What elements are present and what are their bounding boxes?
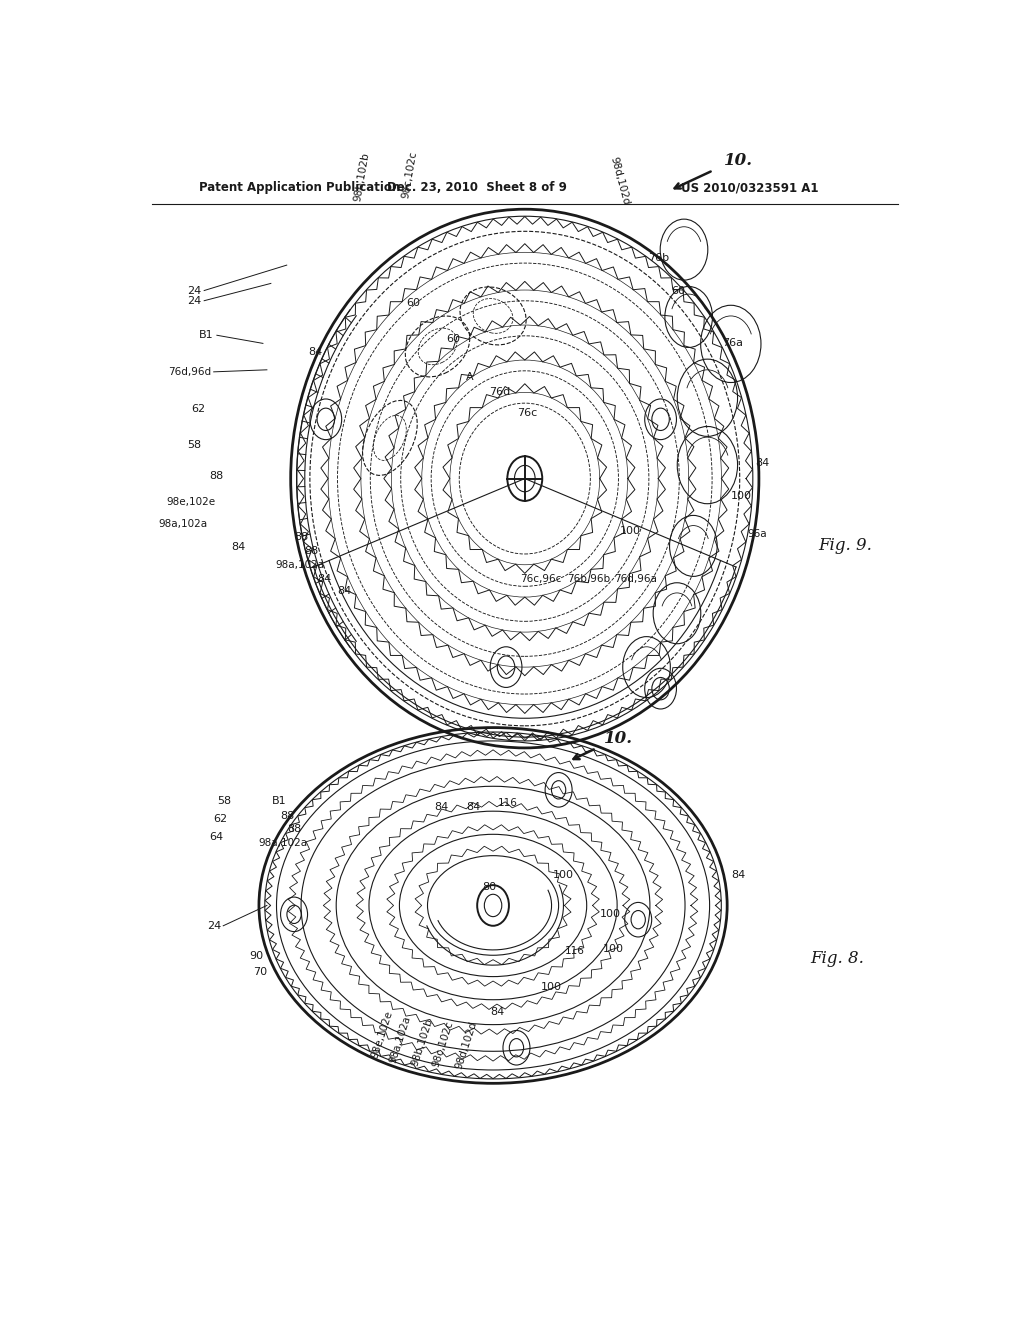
Text: 98a,102a: 98a,102a (388, 1014, 413, 1064)
Text: 80: 80 (482, 882, 497, 892)
Text: 84: 84 (466, 801, 480, 812)
Text: 116: 116 (498, 797, 517, 808)
Text: 62: 62 (213, 814, 227, 824)
Text: 100: 100 (603, 944, 625, 954)
Text: 76d,96d: 76d,96d (168, 367, 211, 376)
Text: 84: 84 (489, 1007, 504, 1018)
Text: 60: 60 (446, 334, 461, 345)
Text: 70: 70 (253, 966, 267, 977)
Text: 24: 24 (186, 285, 201, 296)
Text: 10.: 10. (724, 152, 753, 169)
Text: 88: 88 (295, 532, 309, 541)
Text: 90: 90 (249, 952, 263, 961)
Text: 88: 88 (281, 810, 295, 821)
Text: 84: 84 (231, 541, 246, 552)
Text: 100: 100 (541, 982, 562, 991)
Text: 24: 24 (186, 296, 201, 306)
Text: 100: 100 (620, 527, 641, 536)
Text: 60: 60 (407, 298, 421, 308)
Text: 100: 100 (731, 491, 753, 500)
Text: US 2010/0323591 A1: US 2010/0323591 A1 (681, 181, 818, 194)
Text: 98b,102b: 98b,102b (353, 152, 372, 202)
Text: 84: 84 (731, 870, 745, 880)
Text: 84: 84 (338, 586, 352, 597)
Text: 76a: 76a (722, 338, 742, 348)
Text: 98c,102c: 98c,102c (400, 150, 419, 199)
Text: 58: 58 (187, 440, 202, 450)
Text: 84: 84 (316, 574, 331, 585)
Text: 24: 24 (208, 921, 221, 931)
Text: 76c: 76c (517, 408, 538, 417)
Text: 84: 84 (434, 801, 449, 812)
Text: 98a,102a: 98a,102a (258, 838, 307, 849)
Text: 88: 88 (209, 470, 223, 480)
Text: A: A (466, 372, 473, 381)
Text: 76b: 76b (648, 253, 669, 263)
Text: Fig. 8.: Fig. 8. (811, 950, 864, 968)
Text: 76c,96c: 76c,96c (520, 574, 561, 585)
Text: Dec. 23, 2010  Sheet 8 of 9: Dec. 23, 2010 Sheet 8 of 9 (387, 181, 567, 194)
Text: 98e,102e: 98e,102e (370, 1008, 394, 1059)
Text: 96a: 96a (748, 529, 767, 540)
Text: 76b,96b: 76b,96b (566, 574, 610, 585)
Text: 10.: 10. (604, 730, 633, 747)
Text: Fig. 9.: Fig. 9. (818, 537, 872, 553)
Text: 98d,102d: 98d,102d (454, 1020, 478, 1071)
Text: 58: 58 (217, 796, 231, 805)
Text: 88: 88 (304, 545, 318, 556)
Text: B1: B1 (199, 330, 214, 341)
Text: 98d,102d: 98d,102d (608, 156, 631, 206)
Text: 116: 116 (565, 946, 585, 956)
Text: 98e,102e: 98e,102e (166, 496, 215, 507)
Text: 76d,96a: 76d,96a (614, 574, 657, 585)
Text: 88: 88 (287, 824, 301, 834)
Text: 98b,102b: 98b,102b (410, 1018, 434, 1068)
Text: 64: 64 (209, 833, 223, 842)
Text: 100: 100 (553, 870, 573, 880)
Text: 84: 84 (755, 458, 769, 469)
Text: 76d: 76d (489, 387, 510, 397)
Text: B1: B1 (272, 796, 287, 805)
Text: 98c,102c: 98c,102c (431, 1019, 456, 1068)
Text: 62: 62 (191, 404, 206, 414)
Text: 98a,102a: 98a,102a (275, 560, 325, 570)
Text: 60: 60 (672, 285, 686, 296)
Text: Patent Application Publication: Patent Application Publication (200, 181, 400, 194)
Text: 84: 84 (308, 347, 323, 356)
Text: 98a,102a: 98a,102a (159, 519, 207, 529)
Text: 100: 100 (600, 908, 622, 919)
